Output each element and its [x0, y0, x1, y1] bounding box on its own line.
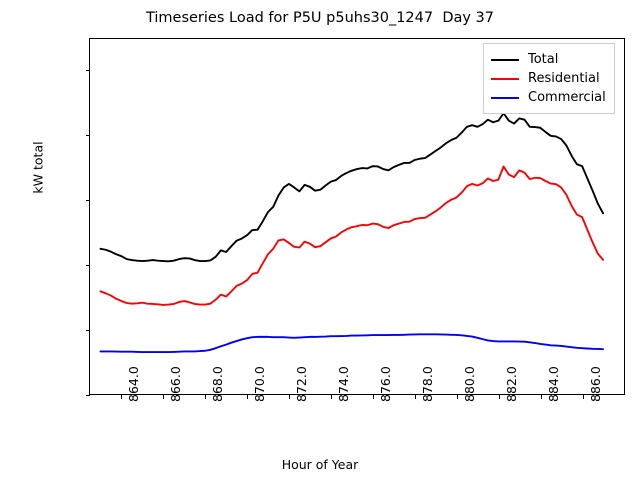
- y-tick-mark: [86, 395, 90, 396]
- series-line-residential: [99, 165, 605, 306]
- legend-item-commercial[interactable]: Commercial: [491, 88, 606, 107]
- y-tick-mark: [86, 265, 90, 267]
- legend-label: Residential: [528, 71, 600, 86]
- x-tick-mark: [330, 395, 332, 399]
- legend-item-residential[interactable]: Residential: [491, 69, 606, 88]
- x-tick-mark: [288, 395, 290, 399]
- legend-swatch-residential: [491, 77, 519, 80]
- legend-label: Commercial: [528, 90, 606, 105]
- legend-label: Total: [528, 52, 559, 67]
- legend-swatch-commercial: [491, 96, 519, 99]
- plot-area: [89, 38, 625, 395]
- legend-item-total[interactable]: Total: [491, 50, 606, 69]
- y-tick-mark: [86, 70, 90, 72]
- x-tick-mark: [162, 395, 164, 399]
- chart-legend: Total Residential Commercial: [483, 43, 615, 114]
- x-tick-mark: [540, 395, 542, 399]
- x-tick-mark: [582, 395, 584, 399]
- series-line-commercial: [99, 333, 605, 353]
- x-tick-mark: [120, 395, 122, 399]
- x-tick-mark: [204, 395, 206, 399]
- y-axis-label: kW total: [30, 141, 46, 194]
- x-tick-mark: [414, 395, 416, 399]
- series-line-total: [99, 112, 605, 263]
- x-tick-mark: [246, 395, 248, 399]
- chart-title: Timeseries Load for P5U p5uhs30_1247 Day…: [145, 10, 495, 26]
- x-axis-label: Hour of Year: [281, 457, 359, 472]
- legend-swatch-total: [491, 58, 519, 61]
- x-tick-mark: [456, 395, 458, 399]
- plot-lines: [99, 112, 605, 353]
- x-tick-mark: [372, 395, 374, 399]
- y-tick-mark: [86, 135, 90, 137]
- y-tick-mark: [86, 200, 90, 202]
- x-tick-mark: [498, 395, 500, 399]
- y-tick-mark: [86, 330, 90, 332]
